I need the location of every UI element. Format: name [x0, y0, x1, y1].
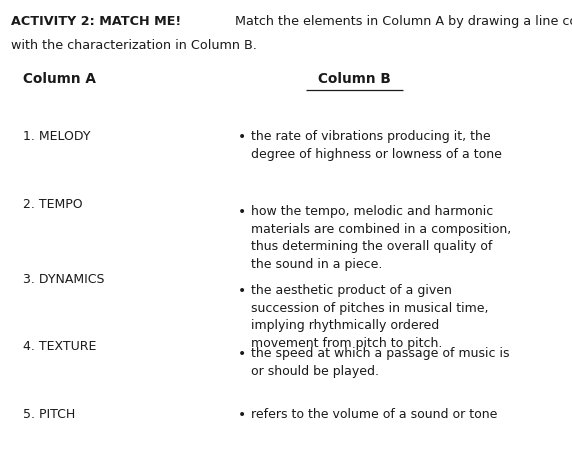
Text: the speed at which a passage of music is
or should be played.: the speed at which a passage of music is… [251, 347, 509, 377]
Text: Column A: Column A [23, 72, 96, 86]
Text: 3. DYNAMICS: 3. DYNAMICS [23, 273, 104, 286]
Text: the rate of vibrations producing it, the
degree of highness or lowness of a tone: the rate of vibrations producing it, the… [251, 130, 502, 161]
Text: Match the elements in Column A by drawing a line connecting: Match the elements in Column A by drawin… [231, 15, 572, 28]
Text: the aesthetic product of a given
succession of pitches in musical time,
implying: the aesthetic product of a given success… [251, 284, 488, 350]
Text: Column B: Column B [318, 72, 391, 86]
Text: 5. PITCH: 5. PITCH [23, 408, 75, 421]
Text: 4. TEXTURE: 4. TEXTURE [23, 340, 96, 353]
Text: ACTIVITY 2: MATCH ME!: ACTIVITY 2: MATCH ME! [11, 15, 181, 28]
Text: refers to the volume of a sound or tone: refers to the volume of a sound or tone [251, 408, 497, 421]
Text: •: • [237, 284, 245, 298]
Text: •: • [237, 130, 245, 144]
Text: 1. MELODY: 1. MELODY [23, 130, 90, 144]
Text: how the tempo, melodic and harmonic
materials are combined in a composition,
thu: how the tempo, melodic and harmonic mate… [251, 205, 511, 271]
Text: 2. TEMPO: 2. TEMPO [23, 198, 82, 211]
Text: with the characterization in Column B.: with the characterization in Column B. [11, 39, 257, 52]
Text: •: • [237, 205, 245, 219]
Text: •: • [237, 347, 245, 361]
Text: •: • [237, 408, 245, 422]
